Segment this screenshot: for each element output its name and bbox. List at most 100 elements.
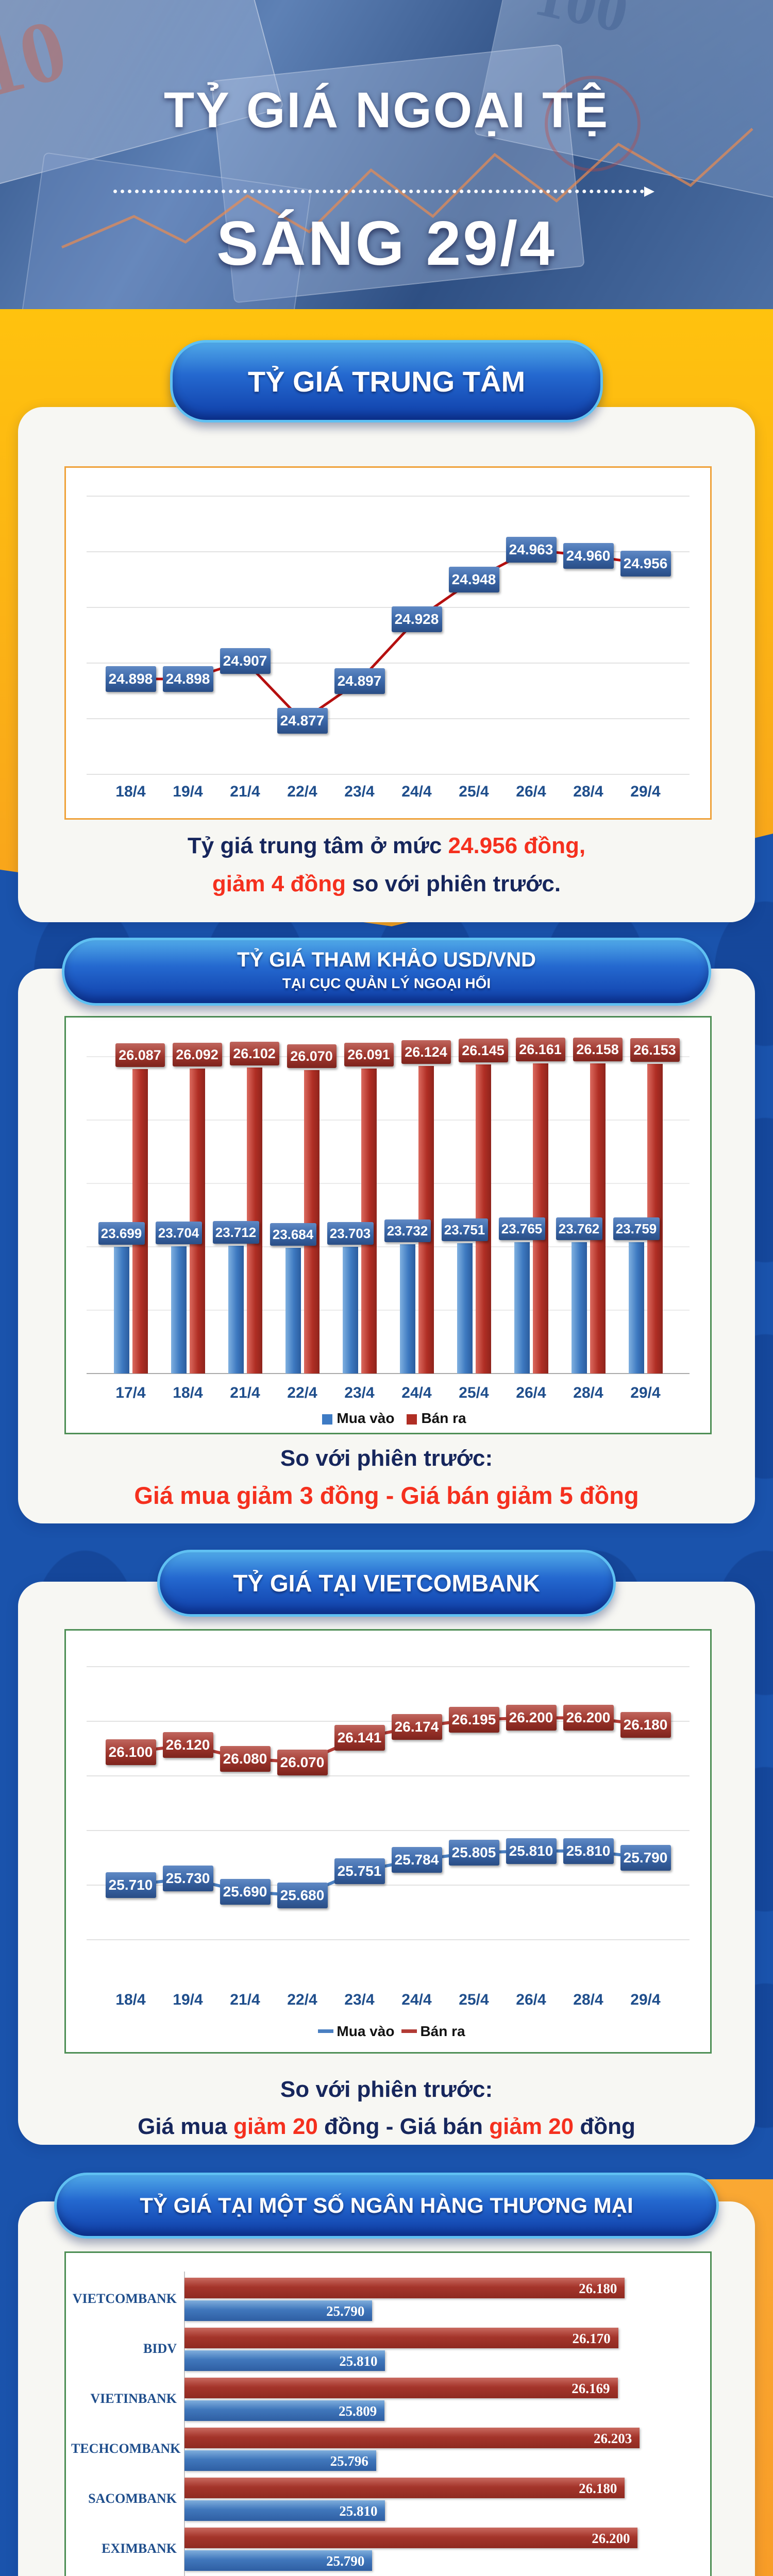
- note-highlight: giảm 20: [489, 2114, 574, 2139]
- x-axis-date-label: 26/4: [516, 783, 546, 800]
- x-axis-date-label: 23/4: [344, 1384, 375, 1401]
- buy-data-label: 25.790: [620, 1845, 671, 1871]
- buy-value-label: 25.796: [330, 2453, 368, 2469]
- sell-value-label: 26.203: [594, 2431, 632, 2446]
- buy-bar: [184, 2400, 385, 2421]
- buy-bar: [342, 1246, 358, 1374]
- sbv-rate-chart: 26.087 23.699 26.092 23.704 26.102 23.712 26.0…: [64, 1016, 712, 1434]
- x-axis-date-label: 29/4: [630, 1991, 661, 2008]
- bank-label: VIETINBANK: [90, 2391, 177, 2406]
- sell-bar: [184, 2478, 625, 2498]
- x-axis-date-label: 28/4: [573, 1991, 603, 2008]
- note-text: So với phiên trước:: [280, 1446, 493, 1471]
- dotted-arrow-decoration: [113, 187, 654, 197]
- commercial-banks-chart: VIETCOMBANK 26.180 25.790 BIDV 26.170 25.810 V…: [64, 2251, 712, 2576]
- sell-data-label: 26.174: [391, 1714, 442, 1740]
- vcb-chart-canvas: [87, 1666, 690, 1940]
- buy-bar: [184, 2500, 385, 2521]
- x-axis-date-label: 21/4: [230, 1384, 260, 1401]
- central-rate-chart: 24.898 24.898 24.907 24.877 24.897 24.928 24.9…: [64, 466, 712, 820]
- buy-data-label: 23.751: [441, 1218, 488, 1241]
- note-highlight: giảm 20: [233, 2114, 318, 2139]
- x-axis-date-label: 19/4: [173, 1991, 203, 2008]
- data-label: 24.898: [162, 666, 213, 692]
- sell-value-label: 26.200: [592, 2531, 630, 2546]
- central-rate-note: Tỷ giá trung tâm ở mức 24.956 đồng, giảm…: [18, 827, 755, 903]
- buy-data-label: 25.810: [563, 1838, 614, 1864]
- buy-data-label: 23.712: [212, 1221, 259, 1244]
- bank-label: TECHCOMBANK: [71, 2441, 181, 2456]
- x-axis-date-label: 23/4: [344, 1991, 375, 2008]
- sell-data-label: 26.153: [630, 1038, 680, 1062]
- sell-bar: [184, 2278, 625, 2298]
- note-text: So với phiên trước:: [280, 2077, 493, 2102]
- x-axis-date-label: 25/4: [459, 1384, 489, 1401]
- sell-data-label: 26.070: [277, 1749, 328, 1775]
- buy-value-label: 25.810: [339, 2503, 378, 2519]
- data-label: 24.928: [391, 606, 442, 633]
- buy-bar: [628, 1242, 644, 1374]
- x-axis-date-label: 21/4: [230, 1991, 260, 2008]
- x-axis-date-label: 18/4: [173, 1384, 203, 1401]
- buy-bar: [228, 1246, 244, 1374]
- card-commercial-banks: VIETCOMBANK 26.180 25.790 BIDV 26.170 25.810 V…: [18, 2201, 755, 2576]
- sell-data-label: 26.158: [573, 1038, 623, 1062]
- buy-data-label: 25.710: [105, 1872, 156, 1898]
- sell-bar: [246, 1067, 262, 1374]
- bank-label: VIETCOMBANK: [72, 2291, 177, 2306]
- buy-data-label: 25.690: [220, 1879, 271, 1905]
- buy-bar: [457, 1243, 473, 1374]
- section-title-central-rate: TỶ GIÁ TRUNG TÂM: [170, 340, 603, 422]
- page-title: TỶ GIÁ NGOẠI TỆ: [163, 82, 610, 138]
- data-label: 24.960: [563, 543, 614, 569]
- buy-bar: [184, 2300, 373, 2321]
- sell-bar: [184, 2378, 618, 2398]
- buy-data-label: 25.805: [448, 1840, 499, 1866]
- sell-value-label: 26.169: [572, 2381, 610, 2396]
- sell-bar: [132, 1069, 148, 1374]
- data-label: 24.956: [620, 551, 671, 577]
- legend-line-swatch: [401, 2029, 417, 2033]
- sell-data-label: 26.180: [620, 1711, 671, 1738]
- buy-data-label: 25.730: [162, 1865, 213, 1891]
- card-central-rate: 24.898 24.898 24.907 24.877 24.897 24.928 24.9…: [18, 407, 755, 922]
- buy-data-label: 23.704: [155, 1222, 202, 1245]
- section-title-text: TỶ GIÁ THAM KHẢO USD/VND: [237, 948, 536, 971]
- note-text: so với phiên trước.: [345, 871, 561, 896]
- note-text: Tỷ giá trung tâm ở mức: [187, 833, 448, 858]
- card-sbv-rate: 26.087 23.699 26.092 23.704 26.102 23.712 26.0…: [18, 969, 755, 1523]
- sell-data-label: 26.200: [563, 1705, 614, 1731]
- sell-data-label: 26.070: [287, 1044, 337, 1069]
- buy-bar: [285, 1248, 301, 1374]
- sbv-rate-note: So với phiên trước: Giá mua giảm 3 đồng …: [18, 1440, 755, 1514]
- sell-data-label: 26.161: [515, 1037, 565, 1061]
- x-axis-date-label: 24/4: [401, 1991, 432, 2008]
- x-axis-date-label: 24/4: [401, 1384, 432, 1401]
- sell-data-label: 26.080: [220, 1745, 271, 1772]
- sell-data-label: 26.120: [162, 1732, 213, 1758]
- sell-data-label: 26.092: [172, 1042, 222, 1066]
- data-label: 24.897: [334, 668, 385, 694]
- buy-data-label: 23.699: [98, 1222, 145, 1245]
- data-label: 24.963: [506, 537, 557, 563]
- sell-value-label: 26.180: [579, 2281, 617, 2296]
- bank-label: BIDV: [143, 2341, 177, 2356]
- buy-bar: [571, 1242, 587, 1374]
- sell-data-label: 26.145: [458, 1039, 508, 1063]
- x-axis-date-label: 19/4: [173, 783, 203, 800]
- legend-line-swatch: [318, 2029, 334, 2033]
- x-axis-date-label: 24/4: [401, 783, 432, 800]
- data-label: 24.898: [105, 666, 156, 692]
- note-text: đồng: [574, 2114, 635, 2139]
- section-title-vietcombank: TỶ GIÁ TẠI VIETCOMBANK: [157, 1550, 616, 1617]
- data-label: 24.877: [277, 707, 328, 734]
- x-axis-date-label: 22/4: [287, 1991, 317, 2008]
- rate-line: [130, 1716, 646, 1764]
- buy-bar: [184, 2550, 373, 2571]
- sell-bar: [361, 1069, 377, 1374]
- rate-line: [130, 1849, 646, 1897]
- x-axis-date-label: 22/4: [287, 783, 317, 800]
- chart-legend: Mua vào Bán ra: [66, 2023, 710, 2040]
- page-subtitle: SÁNG 29/4: [216, 208, 557, 278]
- note-highlight: giảm 4 đồng: [212, 871, 346, 896]
